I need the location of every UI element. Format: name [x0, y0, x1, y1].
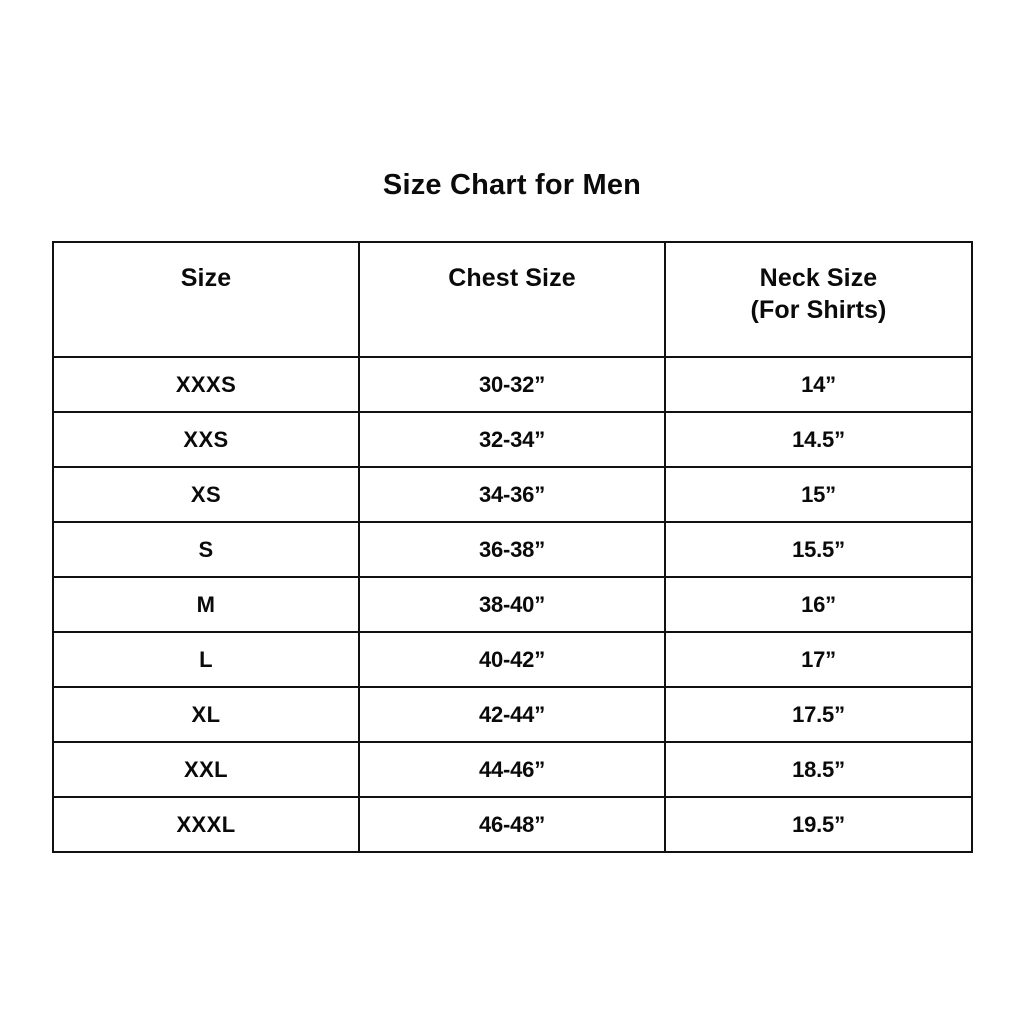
table-row: XXXL 46-48” 19.5” [52, 796, 973, 853]
table-row: S 36-38” 15.5” [52, 521, 973, 578]
table-row: L 40-42” 17” [52, 631, 973, 688]
table-header: Size Chest Size Neck Size (For Shirts) [52, 241, 973, 358]
table-row: XS 34-36” 15” [52, 466, 973, 523]
cell-size: M [52, 576, 360, 633]
table-header-row: Size Chest Size Neck Size (For Shirts) [52, 241, 973, 358]
cell-chest-size: 30-32” [358, 356, 666, 413]
table-row: XXL 44-46” 18.5” [52, 741, 973, 798]
table-row: XL 42-44” 17.5” [52, 686, 973, 743]
cell-chest-size: 42-44” [358, 686, 666, 743]
cell-neck-size: 17.5” [664, 686, 973, 743]
cell-chest-size: 36-38” [358, 521, 666, 578]
column-header-size: Size [52, 241, 360, 358]
cell-chest-size: 46-48” [358, 796, 666, 853]
cell-size: L [52, 631, 360, 688]
cell-size: XXXS [52, 356, 360, 413]
table-row: M 38-40” 16” [52, 576, 973, 633]
cell-neck-size: 17” [664, 631, 973, 688]
cell-neck-size: 16” [664, 576, 973, 633]
cell-neck-size: 14.5” [664, 411, 973, 468]
cell-neck-size: 14” [664, 356, 973, 413]
column-header-neck-size-label: Neck Size [759, 264, 878, 292]
cell-size: XXL [52, 741, 360, 798]
cell-chest-size: 40-42” [358, 631, 666, 688]
cell-chest-size: 34-36” [358, 466, 666, 523]
cell-neck-size: 15.5” [664, 521, 973, 578]
cell-size: XXS [52, 411, 360, 468]
table-row: XXXS 30-32” 14” [52, 356, 973, 413]
cell-chest-size: 38-40” [358, 576, 666, 633]
cell-neck-size: 18.5” [664, 741, 973, 798]
cell-chest-size: 32-34” [358, 411, 666, 468]
cell-size: XS [52, 466, 360, 523]
cell-size: S [52, 521, 360, 578]
column-header-neck-size-sublabel: (For Shirts) [750, 296, 887, 324]
cell-size: XXXL [52, 796, 360, 853]
cell-size: XL [52, 686, 360, 743]
size-chart-table: Size Chest Size Neck Size (For Shirts) X… [52, 241, 973, 853]
page-title: Size Chart for Men [382, 169, 642, 201]
column-header-size-label: Size [180, 264, 232, 292]
column-header-chest-size-label: Chest Size [448, 264, 576, 292]
cell-neck-size: 15” [664, 466, 973, 523]
cell-neck-size: 19.5” [664, 796, 973, 853]
table-row: XXS 32-34” 14.5” [52, 411, 973, 468]
cell-chest-size: 44-46” [358, 741, 666, 798]
table-body: XXXS 30-32” 14” XXS 32-34” 14.5” XS 34-36” 15” S 3… [52, 356, 973, 853]
column-header-chest-size: Chest Size [358, 241, 666, 358]
column-header-neck-size: Neck Size (For Shirts) [664, 241, 973, 358]
